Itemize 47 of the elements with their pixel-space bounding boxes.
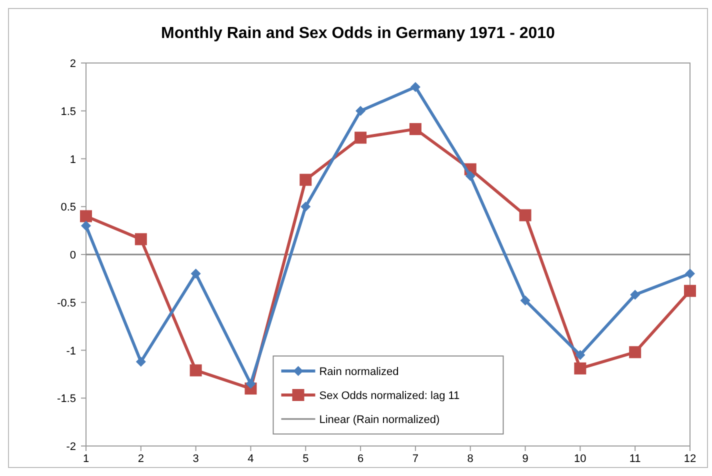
- x-tick-label: 3: [192, 453, 199, 465]
- x-tick-label: 4: [248, 453, 254, 465]
- point: [300, 174, 312, 186]
- x-tick-label: 8: [467, 453, 474, 465]
- point: [354, 132, 367, 144]
- x-tick-label: 2: [138, 453, 144, 465]
- x-tick-label: 10: [574, 453, 586, 465]
- point: [246, 378, 256, 389]
- point: [410, 82, 420, 92]
- point: [80, 210, 92, 222]
- x-tick-label: 12: [684, 453, 696, 465]
- point: [190, 364, 202, 376]
- point: [356, 106, 366, 116]
- point: [300, 202, 311, 212]
- y-tick-label: 0: [70, 250, 76, 262]
- x-tick-label: 7: [412, 453, 419, 465]
- point: [409, 123, 422, 136]
- point: [684, 284, 696, 297]
- point: [136, 356, 146, 367]
- y-tick-label: 1.5: [60, 106, 76, 118]
- legend-label: Sex Odds normalized: lag 11: [319, 390, 460, 402]
- point: [81, 220, 91, 231]
- point: [190, 268, 201, 279]
- y-tick-label: 1: [70, 154, 76, 166]
- point: [629, 346, 642, 358]
- y-tick-label: -2: [66, 441, 76, 453]
- y-tick-label: -1.5: [57, 393, 76, 406]
- point: [574, 362, 586, 374]
- point: [685, 268, 695, 279]
- point: [575, 350, 586, 360]
- point: [630, 290, 640, 300]
- point: [134, 233, 147, 246]
- point: [519, 209, 532, 222]
- y-tick-label: -1: [66, 345, 76, 358]
- y-tick-label: 2: [70, 58, 76, 70]
- x-tick-label: 9: [522, 453, 528, 465]
- y-tick-label: -0.5: [57, 297, 76, 310]
- legend-label: Linear (Rain normalized): [319, 414, 440, 426]
- legend-label: Rain normalized: [319, 366, 399, 378]
- point: [520, 295, 530, 306]
- y-tick-label: 0.5: [60, 202, 76, 214]
- x-tick-label: 5: [302, 453, 309, 465]
- x-tick-label: 1: [82, 453, 90, 465]
- chart-title: Monthly Rain and Sex Odds in Germany 1971 - 2010: [161, 25, 556, 42]
- x-tick-label: 6: [357, 453, 364, 465]
- x-tick-label: 11: [629, 453, 641, 465]
- point: [465, 170, 476, 181]
